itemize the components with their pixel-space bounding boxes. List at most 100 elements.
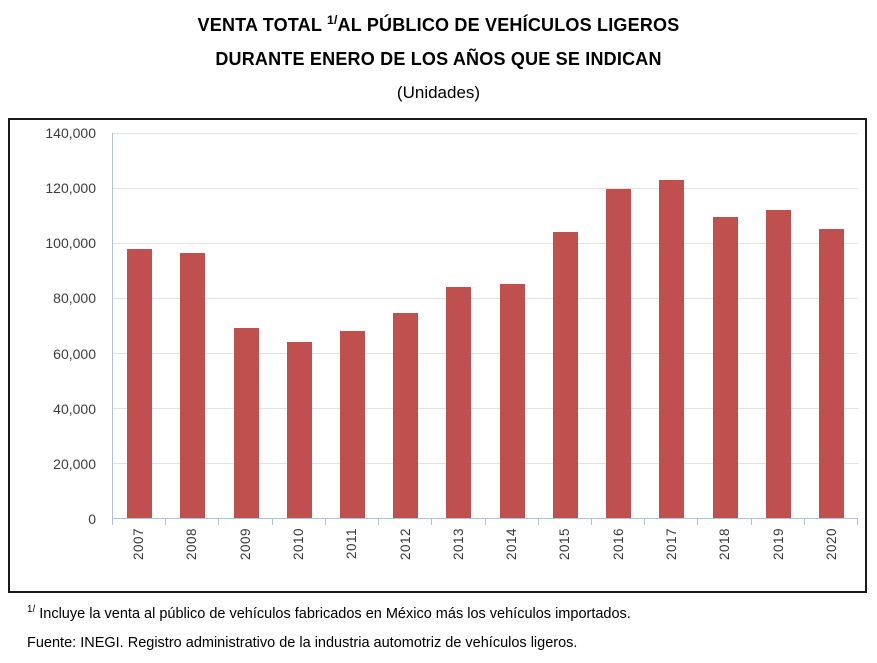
x-label-text-2009: 2009 (237, 528, 253, 561)
x-label-2015: 2015 (538, 528, 591, 580)
title-footnote-marker: 1/ (326, 13, 338, 27)
x-label-2011: 2011 (325, 528, 378, 580)
chart-frame: 0 20,000 40,000 60,000 80,000 100,000 120,000 1… (8, 118, 867, 593)
x-label-text-2011: 2011 (344, 528, 360, 560)
x-tick-2020 (803, 519, 857, 525)
y-tick-label-80000: 80,000 (53, 290, 96, 307)
x-tick-2011 (324, 519, 378, 525)
x-tick-2015 (537, 519, 591, 525)
footnote-source: Fuente: INEGI. Registro administrativo d… (27, 635, 578, 651)
x-label-text-2014: 2014 (504, 528, 520, 561)
bar-2020 (818, 229, 844, 518)
x-label-text-2020: 2020 (823, 528, 839, 561)
x-label-2013: 2013 (432, 528, 485, 580)
bar-slot-2014 (486, 133, 539, 518)
x-label-text-2018: 2018 (717, 528, 733, 561)
bar-slot-2017 (645, 133, 698, 518)
chart-title-line-1: VENTA TOTAL 1/AL PÚBLICO DE VEHÍCULOS LI… (0, 14, 877, 36)
x-label-2009: 2009 (219, 528, 272, 580)
x-label-text-2007: 2007 (131, 528, 147, 561)
x-label-text-2012: 2012 (397, 528, 413, 561)
x-axis-ticks (112, 519, 858, 525)
bar-2018 (712, 216, 738, 518)
x-tick-2012 (378, 519, 431, 525)
x-axis-labels: 2007 2008 2009 2010 2011 2012 2013 2014 2015 2016… (112, 528, 858, 580)
y-tick-label-60000: 60,000 (53, 345, 96, 362)
bar-slot-2009 (219, 133, 272, 518)
y-tick-label-20000: 20,000 (53, 455, 96, 472)
chart-subtitle: (Unidades) (396, 83, 481, 102)
x-label-2016: 2016 (592, 528, 645, 580)
gridline-60000 (113, 353, 858, 354)
x-label-text-2015: 2015 (557, 528, 573, 561)
bar-2010 (286, 342, 312, 518)
y-tick-label-0: 0 (88, 511, 96, 527)
y-tick-label-140000: 140,000 (45, 125, 96, 141)
chart-header: VENTA TOTAL 1/AL PÚBLICO DE VEHÍCULOS LI… (0, 14, 877, 103)
x-label-text-2010: 2010 (290, 528, 306, 561)
chart-title-line-2: DURANTE ENERO DE LOS AÑOS QUE SE INDICAN (215, 49, 662, 69)
bar-2008 (180, 252, 206, 518)
x-label-2018: 2018 (698, 528, 751, 580)
y-tick-label-100000: 100,000 (45, 235, 96, 252)
x-label-text-2016: 2016 (610, 528, 626, 561)
gridline-120000 (113, 188, 858, 189)
gridline-20000 (113, 463, 858, 464)
footnote-text: Incluye la venta al público de vehículos… (35, 606, 631, 622)
bar-2014 (499, 284, 525, 518)
bar-2012 (393, 313, 419, 518)
x-tick-2008 (165, 519, 218, 525)
bar-slot-2015 (539, 133, 592, 518)
bar-slot-2008 (166, 133, 219, 518)
x-tick-2017 (644, 519, 697, 525)
x-tick-2007 (112, 519, 165, 525)
bar-2016 (606, 189, 632, 518)
footnote-definition: 1/ Incluye la venta al público de vehícu… (27, 605, 857, 624)
bar-slot-2016 (592, 133, 645, 518)
x-label-2007: 2007 (112, 528, 165, 580)
bar-2007 (127, 248, 153, 518)
x-tick-2018 (697, 519, 750, 525)
bar-2017 (659, 179, 685, 518)
x-label-2010: 2010 (272, 528, 325, 580)
x-label-2017: 2017 (645, 528, 698, 580)
x-label-2012: 2012 (378, 528, 431, 580)
gridline-100000 (113, 243, 858, 244)
footnotes: 1/ Incluye la venta al público de vehícu… (27, 605, 857, 653)
x-tick-2009 (218, 519, 271, 525)
y-tick-label-120000: 120,000 (45, 180, 96, 197)
x-tick-2010 (271, 519, 325, 525)
x-label-text-2019: 2019 (770, 528, 786, 561)
title-text-1: VENTA TOTAL (197, 15, 327, 35)
bar-2011 (339, 331, 365, 518)
bar-slot-2013 (432, 133, 485, 518)
x-tick-2016 (590, 519, 644, 525)
bars-container (113, 133, 858, 518)
x-tick-2013 (431, 519, 484, 525)
gridline-80000 (113, 298, 858, 299)
bar-slot-2019 (752, 133, 805, 518)
bar-2013 (446, 287, 472, 518)
x-label-2020: 2020 (805, 528, 858, 580)
x-label-2014: 2014 (485, 528, 538, 580)
bar-slot-2010 (273, 133, 326, 518)
bar-slot-2012 (379, 133, 432, 518)
y-axis-labels: 0 20,000 40,000 60,000 80,000 100,000 120,000 1… (10, 125, 96, 527)
bar-slot-2011 (326, 133, 379, 518)
footnote-marker: 1/ (27, 604, 36, 616)
title-text-2: AL PÚBLICO DE VEHÍCULOS LIGEROS (337, 15, 680, 35)
bar-slot-2020 (805, 133, 858, 518)
x-tick-2019 (750, 519, 804, 525)
gridline-40000 (113, 408, 858, 409)
x-label-2019: 2019 (751, 528, 804, 580)
bar-2009 (233, 328, 259, 518)
bar-slot-2018 (698, 133, 751, 518)
plot-area (112, 133, 858, 519)
bar-2015 (552, 232, 578, 518)
x-label-2008: 2008 (165, 528, 218, 580)
bar-slot-2007 (113, 133, 166, 518)
x-label-text-2008: 2008 (184, 528, 200, 561)
gridline-140000 (113, 133, 858, 134)
y-tick-label-40000: 40,000 (53, 400, 96, 417)
